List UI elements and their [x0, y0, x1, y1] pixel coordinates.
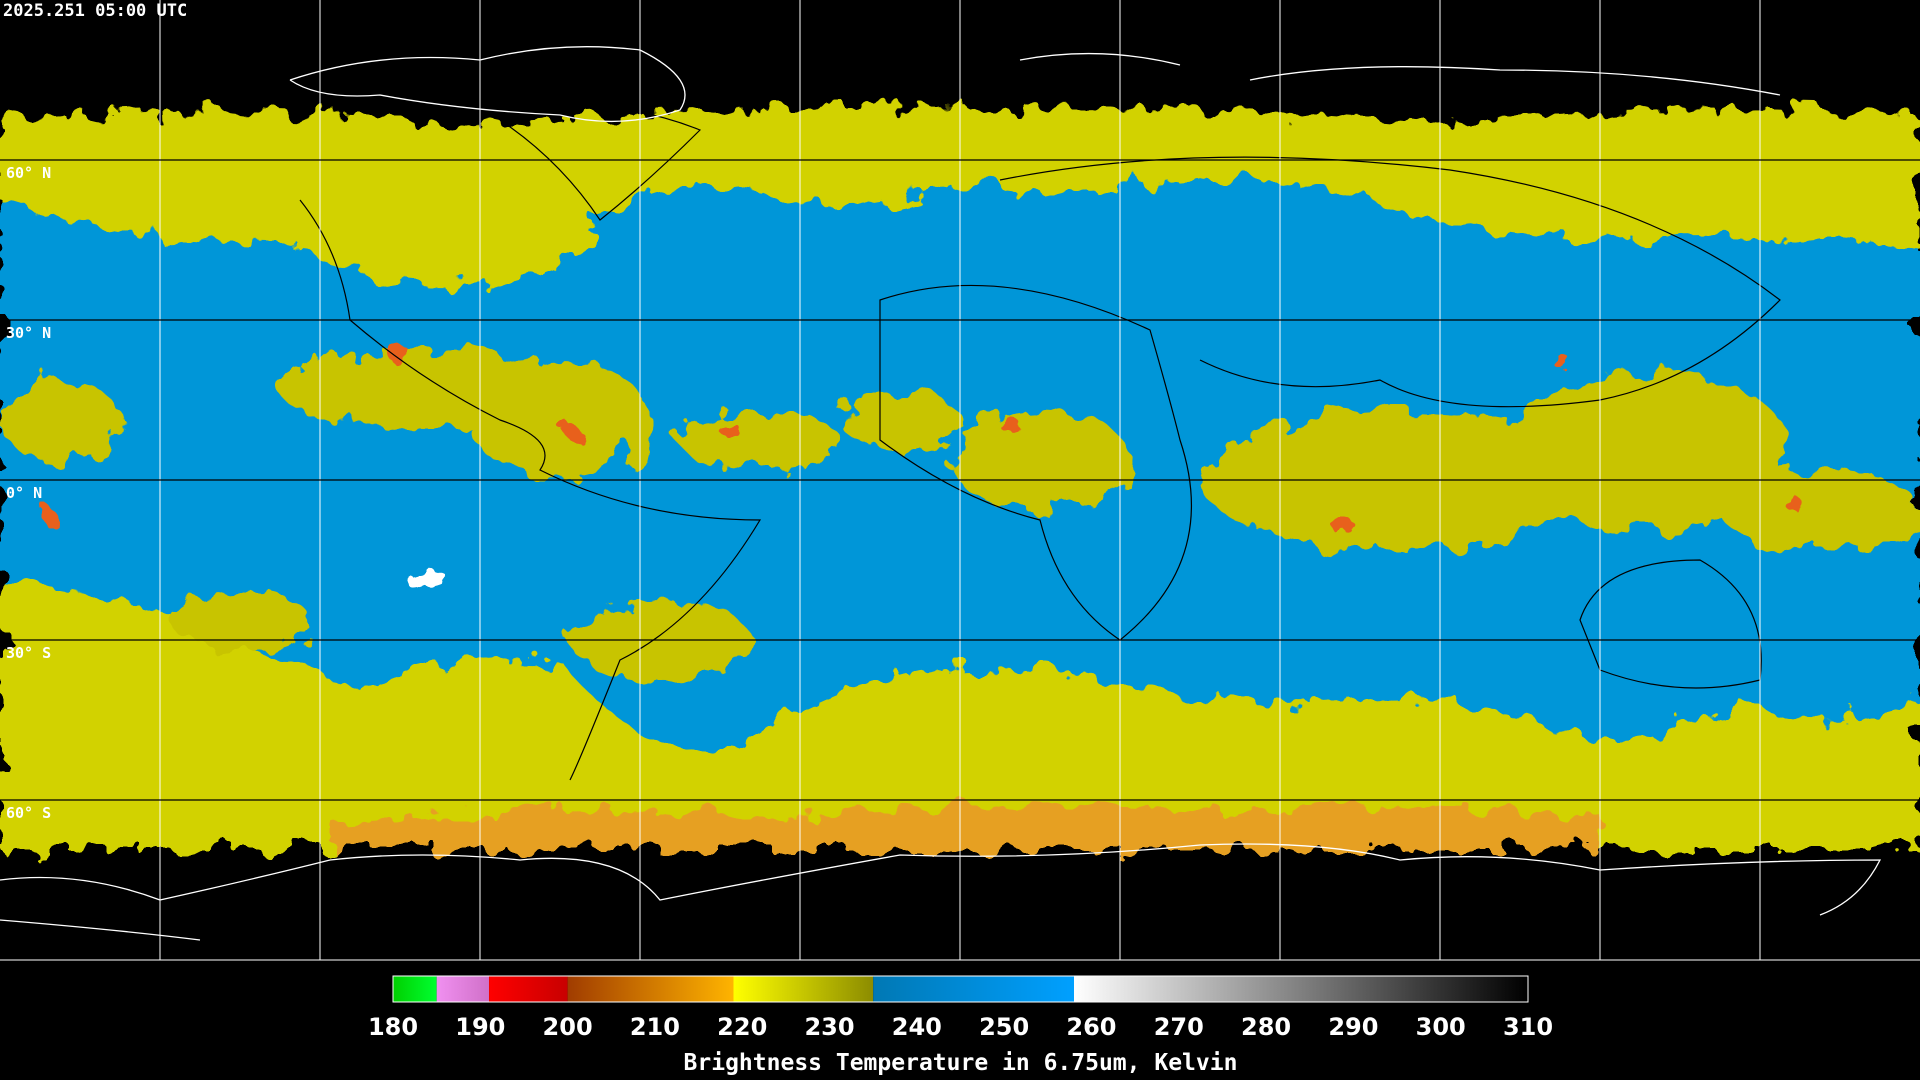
colorbar-segment: [567, 976, 734, 1002]
latitude-label: 30° N: [6, 324, 51, 342]
cold-spot: [403, 569, 447, 587]
colorbar-tick-label: 310: [1503, 1013, 1553, 1041]
colorbar-segment: [1074, 976, 1528, 1002]
colorbar-tick-label: 190: [455, 1013, 505, 1041]
colorbar-tick-label: 180: [368, 1013, 418, 1041]
colorbar-tick-label: 250: [979, 1013, 1029, 1041]
colorbar-tick-label: 200: [543, 1013, 593, 1041]
latitude-label: 60° N: [6, 164, 51, 182]
colorbar-frame: [392, 975, 1529, 1003]
colorbar-title: Brightness Temperature in 6.75um, Kelvin: [684, 1050, 1238, 1076]
colorbar-segment: [733, 976, 874, 1002]
colorbar: 180 190 200 210 220 230 240 250 260 270 280 290 300 3…: [368, 975, 1553, 1076]
colorbar-tick-label: 230: [804, 1013, 854, 1041]
graticule: 60° N 30° N 0° N 30° S 60° S: [0, 0, 1920, 961]
colorbar-segment: [393, 976, 437, 1002]
colorbar-tick-label: 300: [1416, 1013, 1466, 1041]
polar-coastlines: [0, 46, 1882, 941]
colorbar-segment: [436, 976, 490, 1002]
colorbar-segment: [873, 976, 1074, 1002]
colorbar-tick-label: 260: [1066, 1013, 1116, 1041]
colorbar-tick-label: 270: [1154, 1013, 1204, 1041]
colorbar-segment: [489, 976, 568, 1002]
timestamp: 2025.251 05:00 UTC: [3, 1, 187, 21]
coastlines: [299, 106, 1781, 781]
latitude-label: 60° S: [6, 804, 51, 822]
latitude-label: 0° N: [6, 484, 42, 502]
colorbar-tick-label: 290: [1328, 1013, 1378, 1041]
deep-convection: [42, 345, 1803, 538]
latitude-label: 30° S: [6, 644, 51, 662]
colorbar-tick-label: 210: [630, 1013, 680, 1041]
colorbar-tick-label: 220: [717, 1013, 767, 1041]
polar-warm-band: [330, 806, 1600, 850]
colorbar-tick-label: 240: [892, 1013, 942, 1041]
colorbar-tick-label: 280: [1241, 1013, 1291, 1041]
